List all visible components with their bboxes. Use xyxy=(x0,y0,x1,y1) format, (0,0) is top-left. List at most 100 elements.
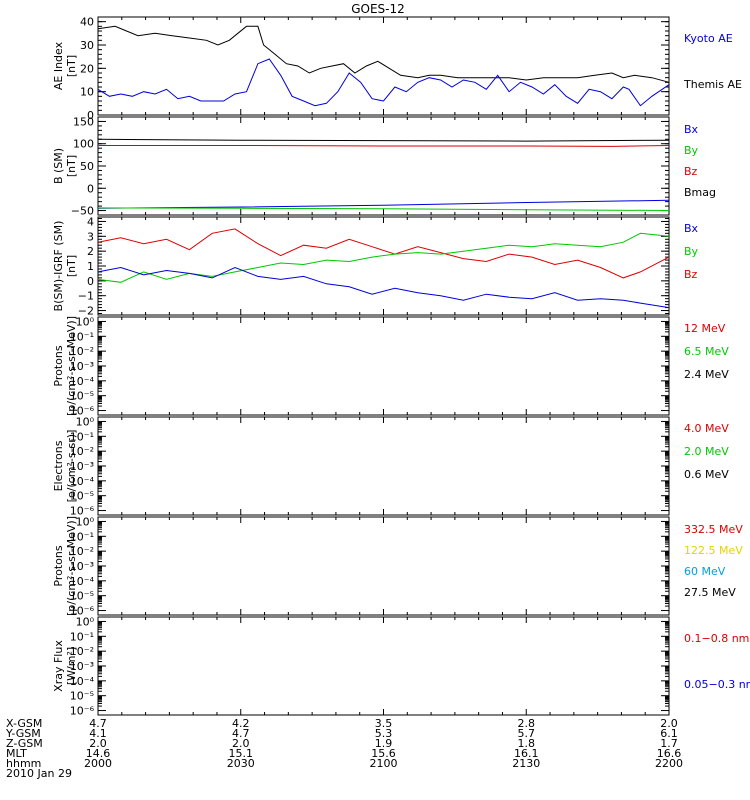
y-axis-label: B (SM) xyxy=(52,148,65,184)
y-tick-label: 10⁻⁶ xyxy=(70,605,95,618)
x-axis-value: 1.7 xyxy=(660,737,678,750)
y-axis-label: AE Index xyxy=(52,41,65,90)
x-axis-table: X-GSM 4.7 4.2 3.5 2.8 2.0Y-GSM 4.1 4.7 5.3 5.7 6.1… xyxy=(5,717,683,780)
y-tick-label: 10⁻⁶ xyxy=(70,505,95,518)
legend-entry: By xyxy=(684,144,699,157)
series-line-bz xyxy=(98,145,670,147)
y-tick-label: 10 xyxy=(80,86,94,99)
x-axis-row-label: hhmm xyxy=(6,757,41,770)
series-line-kyoto-ae xyxy=(97,58,670,107)
y-tick-label: 10⁻² xyxy=(70,445,94,458)
y-axis-label: B(SM)-IGRF (SM) xyxy=(52,221,65,312)
y-tick-label: 0 xyxy=(87,182,94,195)
y-tick-label: 10⁻⁴ xyxy=(70,375,95,388)
legend-entry: Themis AE xyxy=(683,78,742,91)
y-axis-units: [W/m²] xyxy=(65,647,78,685)
x-axis-row-label: X-GSM xyxy=(6,717,42,730)
x-axis-value: 1.8 xyxy=(518,737,536,750)
panel-3: −2 −1 0 1 2 3 4 B(SM)-IGRF (SM) [nT] Bx By Bz xyxy=(52,215,699,317)
y-tick-label: 10⁻² xyxy=(70,645,94,658)
y-tick-label: 40 xyxy=(80,16,94,29)
series-line-by xyxy=(97,207,670,211)
legend-entry: Bz xyxy=(684,268,698,281)
x-axis-value: 2.0 xyxy=(89,737,107,750)
legend-entry: 332.5 MeV xyxy=(684,523,743,536)
y-tick-label: 10⁻² xyxy=(70,545,94,558)
legend-entry: 0.1−0.8 nm xyxy=(684,632,749,645)
y-tick-label: 0 xyxy=(87,275,94,288)
plot-frame xyxy=(97,416,670,516)
legend-entry: By xyxy=(684,245,699,258)
plot-frame xyxy=(97,316,670,416)
y-axis-units: [p/(cm²-s-sr-MeV)] xyxy=(65,316,78,416)
legend-entry: Bmag xyxy=(684,186,716,199)
x-axis-value: 2200 xyxy=(655,757,683,770)
series-line-bx xyxy=(97,266,670,309)
legend-entry: Bx xyxy=(684,123,699,136)
y-tick-label: 10⁰ xyxy=(76,515,95,528)
x-axis-row-label: Y-GSM xyxy=(5,727,41,740)
y-tick-label: 10⁻⁴ xyxy=(70,675,95,688)
y-tick-label: 10⁻⁵ xyxy=(70,390,94,403)
y-tick-label: 10⁰ xyxy=(76,315,95,328)
legend-entry: 4.0 MeV xyxy=(684,422,729,435)
legend-entry: 0.05−0.3 nr xyxy=(684,678,750,691)
y-tick-label: 10⁻³ xyxy=(70,560,94,573)
plot-title: GOES-12 xyxy=(351,2,405,16)
legend-entry: Bx xyxy=(684,222,699,235)
x-axis-value: 1.9 xyxy=(375,737,393,750)
legend-entry: 60 MeV xyxy=(684,565,726,578)
x-axis-value: 2.0 xyxy=(232,737,250,750)
series-line-bmag xyxy=(97,138,670,142)
y-axis-units: [p/(cm²-s-sr-MeV)] xyxy=(65,516,78,616)
legend-entry: 6.5 MeV xyxy=(684,345,729,358)
y-axis-label: Xray Flux xyxy=(52,640,65,692)
y-axis-units: [e/(cm²-s-sr)] xyxy=(65,430,78,503)
y-axis-units: [nT] xyxy=(65,155,78,177)
y-tick-label: 10⁻³ xyxy=(70,360,94,373)
y-tick-label: 3 xyxy=(87,230,94,243)
y-tick-label: 10⁰ xyxy=(76,415,95,428)
x-axis-value: 15.6 xyxy=(371,747,396,760)
x-axis-value: 4.7 xyxy=(232,727,250,740)
x-axis-value: 4.2 xyxy=(232,717,250,730)
x-axis-value: 2030 xyxy=(227,757,255,770)
y-tick-label: 50 xyxy=(80,160,94,173)
x-axis-value: 4.7 xyxy=(89,717,107,730)
legend-entry: Bz xyxy=(684,165,698,178)
y-tick-label: 10⁻⁵ xyxy=(70,490,94,503)
x-axis-value: 3.5 xyxy=(375,717,393,730)
x-axis-value: 2.8 xyxy=(518,717,536,730)
x-axis-value: 2000 xyxy=(84,757,112,770)
x-axis-value: 15.1 xyxy=(229,747,254,760)
y-axis-label: Protons xyxy=(52,345,65,386)
series-line-by xyxy=(97,232,670,283)
panel-2: −50 0 50 100 150 B (SM) [nT] Bx By Bz Bmag xyxy=(52,115,716,217)
y-axis-units: [nT] xyxy=(65,55,78,77)
legend-entry: 12 MeV xyxy=(684,322,726,335)
y-tick-label: 10⁻¹ xyxy=(70,530,94,543)
y-tick-label: −50 xyxy=(71,205,94,218)
x-axis-value: 5.7 xyxy=(518,727,536,740)
x-axis-row-label: Z-GSM xyxy=(6,737,43,750)
y-tick-label: 2 xyxy=(87,245,94,258)
x-axis-value: 16.6 xyxy=(657,747,682,760)
legend-entry: 122.5 MeV xyxy=(684,544,743,557)
x-axis-value: 2100 xyxy=(370,757,398,770)
series-line-bx xyxy=(97,199,670,209)
plot-frame xyxy=(97,616,670,716)
y-tick-label: 10⁻⁵ xyxy=(70,690,94,703)
y-tick-label: 30 xyxy=(80,39,94,52)
legend-entry: 0.6 MeV xyxy=(684,468,729,481)
panel-5: 10⁰ 10⁻¹ 10⁻² 10⁻³ 10⁻⁴ 10⁻⁵ 10⁻⁶ Electrons [e/(… xyxy=(52,415,729,517)
x-axis-value: 5.3 xyxy=(375,727,393,740)
panel-1: 0 10 20 30 40 AE Index [nT] Kyoto AE Themis AE xyxy=(52,16,742,122)
y-tick-label: 0 xyxy=(87,109,94,122)
y-tick-label: 10⁻⁴ xyxy=(70,475,95,488)
panel-6: 10⁰ 10⁻¹ 10⁻² 10⁻³ 10⁻⁴ 10⁻⁵ 10⁻⁶ Protons [p/(cm… xyxy=(52,515,743,617)
plot-frame xyxy=(97,116,670,216)
y-tick-label: 10⁻⁴ xyxy=(70,575,95,588)
y-tick-label: 10⁰ xyxy=(76,615,95,628)
